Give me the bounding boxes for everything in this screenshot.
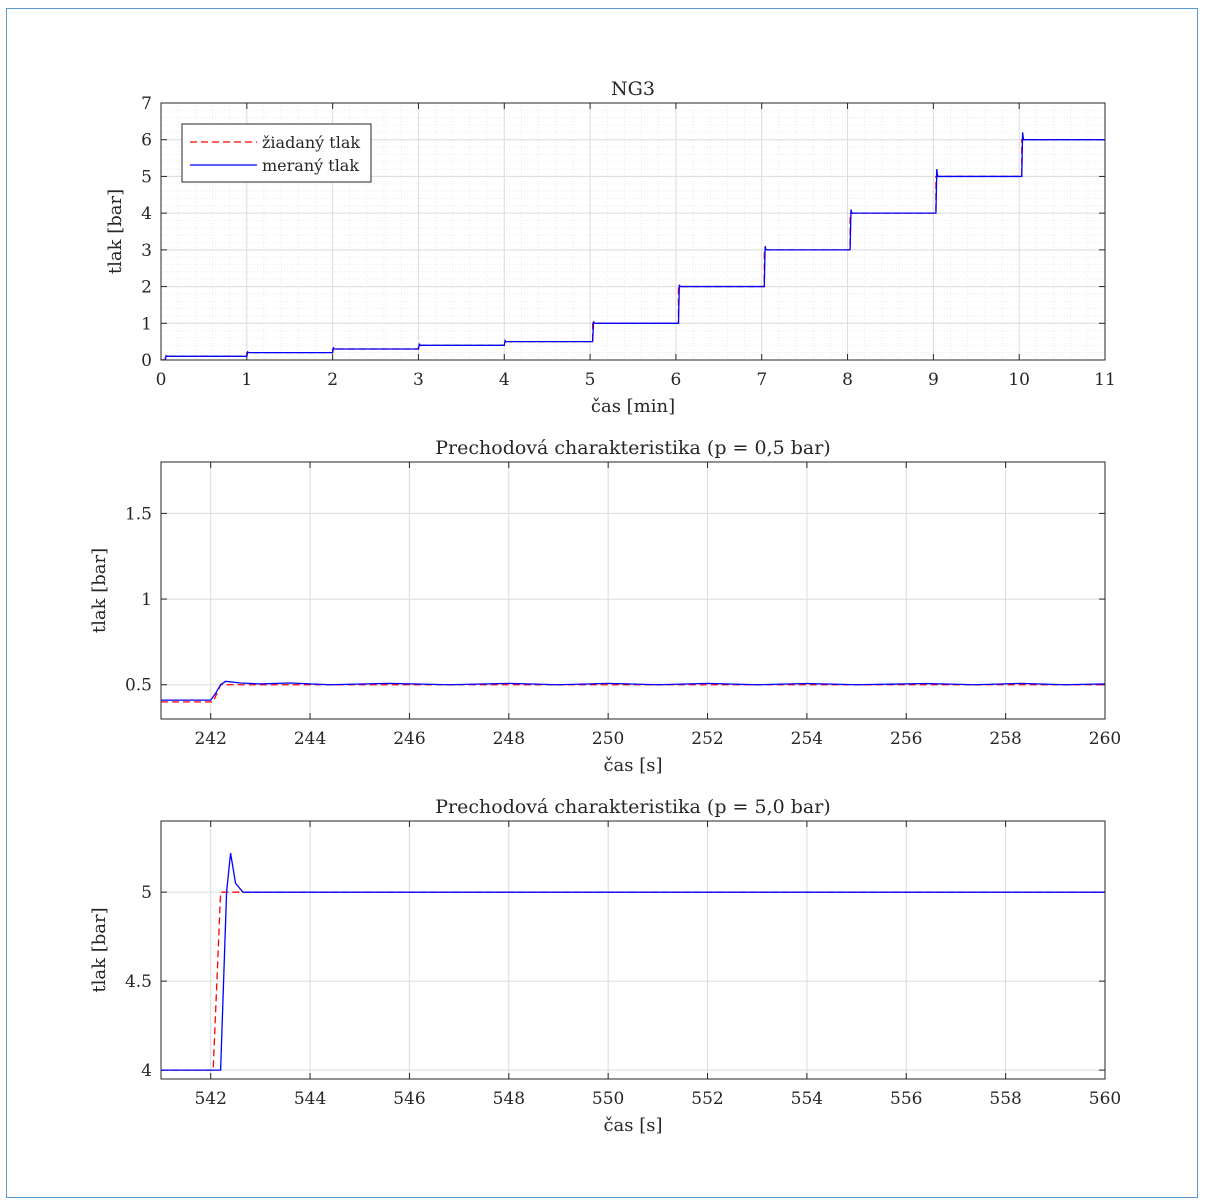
x-tick-label: 260 <box>1089 729 1121 749</box>
x-tick-label: 6 <box>670 370 681 390</box>
x-tick-label: 558 <box>989 1089 1021 1109</box>
x-tick-label: 10 <box>1008 370 1030 390</box>
figure-frame <box>6 8 1198 1198</box>
legend-box <box>181 123 372 183</box>
axes-box <box>160 461 1106 720</box>
x-tick-label: 246 <box>393 729 425 749</box>
x-tick-label: 244 <box>294 729 326 749</box>
series-line-measured <box>161 852 1105 1071</box>
x-tick-label: 556 <box>890 1089 922 1109</box>
y-axis-label: tlak [bar] <box>105 189 126 274</box>
y-tick-label: 4.5 <box>125 972 152 992</box>
y-tick-label: 6 <box>141 131 152 151</box>
x-tick-label: 542 <box>194 1089 226 1109</box>
legend-label: žiadaný tlak <box>262 133 360 152</box>
x-tick-label: 544 <box>294 1089 326 1109</box>
chart-title: Prechodová charakteristika (p = 5,0 bar) <box>435 796 830 818</box>
y-axis-label: tlak [bar] <box>89 907 110 992</box>
axes-box <box>160 102 1106 361</box>
y-tick-label: 1 <box>141 314 152 334</box>
x-axis-label: čas [s] <box>603 1115 662 1136</box>
x-tick-label: 546 <box>393 1089 425 1109</box>
y-tick-label: 1.5 <box>125 504 152 524</box>
y-tick-label: 4 <box>141 204 152 224</box>
x-tick-label: 9 <box>928 370 939 390</box>
series-group <box>161 852 1105 1071</box>
x-tick-label: 7 <box>756 370 767 390</box>
y-tick-label: 7 <box>141 94 152 114</box>
major-grid: 542 544 546 548 550 552 554 556 558 560 4 4.5 5 <box>125 821 1121 1109</box>
chart-panel-2: 242 244 246 248 250 252 254 256 258 260 0.5 1 1.5 Pre… <box>89 437 1121 776</box>
x-tick-label: 254 <box>791 729 823 749</box>
chart-panel-1: 0 1 2 3 4 5 6 7 8 9 10 11 0 1 2 3 4 5 6 7 NG3 čas [min] tlak [… <box>105 78 1116 417</box>
series-line-measured <box>161 680 1105 701</box>
series-line-setpoint <box>161 684 1105 703</box>
y-tick-label: 0.5 <box>125 676 152 696</box>
y-tick-label: 4 <box>141 1061 152 1081</box>
y-tick-label: 5 <box>141 883 152 903</box>
x-tick-label: 258 <box>989 729 1021 749</box>
chart-title: NG3 <box>611 78 655 100</box>
axes-box <box>160 820 1106 1080</box>
series-group <box>161 132 1105 360</box>
x-tick-label: 548 <box>493 1089 525 1109</box>
series-line-measured <box>161 132 1105 360</box>
x-tick-label: 552 <box>691 1089 723 1109</box>
x-tick-label: 252 <box>691 729 723 749</box>
x-tick-label: 4 <box>499 370 510 390</box>
legend-label: meraný tlak <box>262 156 359 175</box>
chart-panel-3: 542 544 546 548 550 552 554 556 558 560 4 4.5 5 Prech… <box>89 796 1121 1136</box>
x-tick-label: 250 <box>592 729 624 749</box>
y-tick-label: 2 <box>141 278 152 298</box>
y-tick-label: 0 <box>141 351 152 371</box>
y-axis-label: tlak [bar] <box>89 548 110 633</box>
x-tick-label: 554 <box>791 1089 823 1109</box>
x-tick-label: 248 <box>493 729 525 749</box>
x-tick-label: 0 <box>156 370 167 390</box>
x-tick-label: 1 <box>241 370 252 390</box>
x-tick-label: 242 <box>194 729 226 749</box>
x-tick-label: 8 <box>842 370 853 390</box>
y-tick-label: 5 <box>141 167 152 187</box>
x-tick-label: 5 <box>585 370 596 390</box>
major-grid: 242 244 246 248 250 252 254 256 258 260 0.5 1 1.5 <box>125 462 1121 749</box>
x-axis-label: čas [min] <box>591 396 675 417</box>
y-tick-label: 1 <box>141 590 152 610</box>
x-axis-label: čas [s] <box>603 755 662 776</box>
legend: žiadaný tlak meraný tlak <box>181 123 372 183</box>
x-tick-label: 11 <box>1094 370 1116 390</box>
series-group <box>161 680 1105 703</box>
x-tick-label: 3 <box>413 370 424 390</box>
x-tick-label: 550 <box>592 1089 624 1109</box>
x-tick-label: 2 <box>327 370 338 390</box>
x-tick-label: 256 <box>890 729 922 749</box>
chart-title: Prechodová charakteristika (p = 0,5 bar) <box>435 437 830 459</box>
y-tick-label: 3 <box>141 241 152 261</box>
x-tick-label: 560 <box>1089 1089 1121 1109</box>
